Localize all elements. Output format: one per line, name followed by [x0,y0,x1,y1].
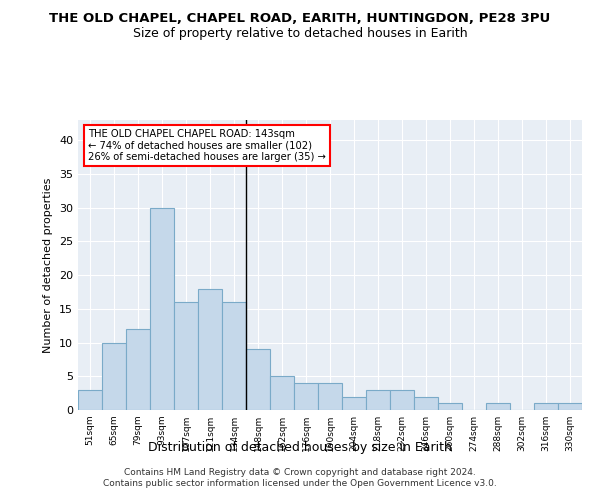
Text: THE OLD CHAPEL CHAPEL ROAD: 143sqm
← 74% of detached houses are smaller (102)
26: THE OLD CHAPEL CHAPEL ROAD: 143sqm ← 74%… [88,128,326,162]
Bar [414,396,438,410]
Bar [174,302,198,410]
Text: Size of property relative to detached houses in Earith: Size of property relative to detached ho… [133,28,467,40]
Bar [534,404,558,410]
Text: THE OLD CHAPEL, CHAPEL ROAD, EARITH, HUNTINGDON, PE28 3PU: THE OLD CHAPEL, CHAPEL ROAD, EARITH, HUN… [49,12,551,26]
Bar [126,329,150,410]
Bar [198,288,222,410]
Bar [342,396,366,410]
Bar [150,208,174,410]
Text: Distribution of detached houses by size in Earith: Distribution of detached houses by size … [148,441,452,454]
Bar [366,390,390,410]
Text: Contains HM Land Registry data © Crown copyright and database right 2024.: Contains HM Land Registry data © Crown c… [124,468,476,477]
Bar [486,404,510,410]
Bar [318,383,342,410]
Bar [294,383,318,410]
Bar [102,342,126,410]
Bar [390,390,414,410]
Bar [270,376,294,410]
Bar [246,350,270,410]
Text: Contains public sector information licensed under the Open Government Licence v3: Contains public sector information licen… [103,480,497,488]
Bar [78,390,102,410]
Bar [438,404,462,410]
Bar [222,302,246,410]
Y-axis label: Number of detached properties: Number of detached properties [43,178,53,352]
Bar [558,404,582,410]
